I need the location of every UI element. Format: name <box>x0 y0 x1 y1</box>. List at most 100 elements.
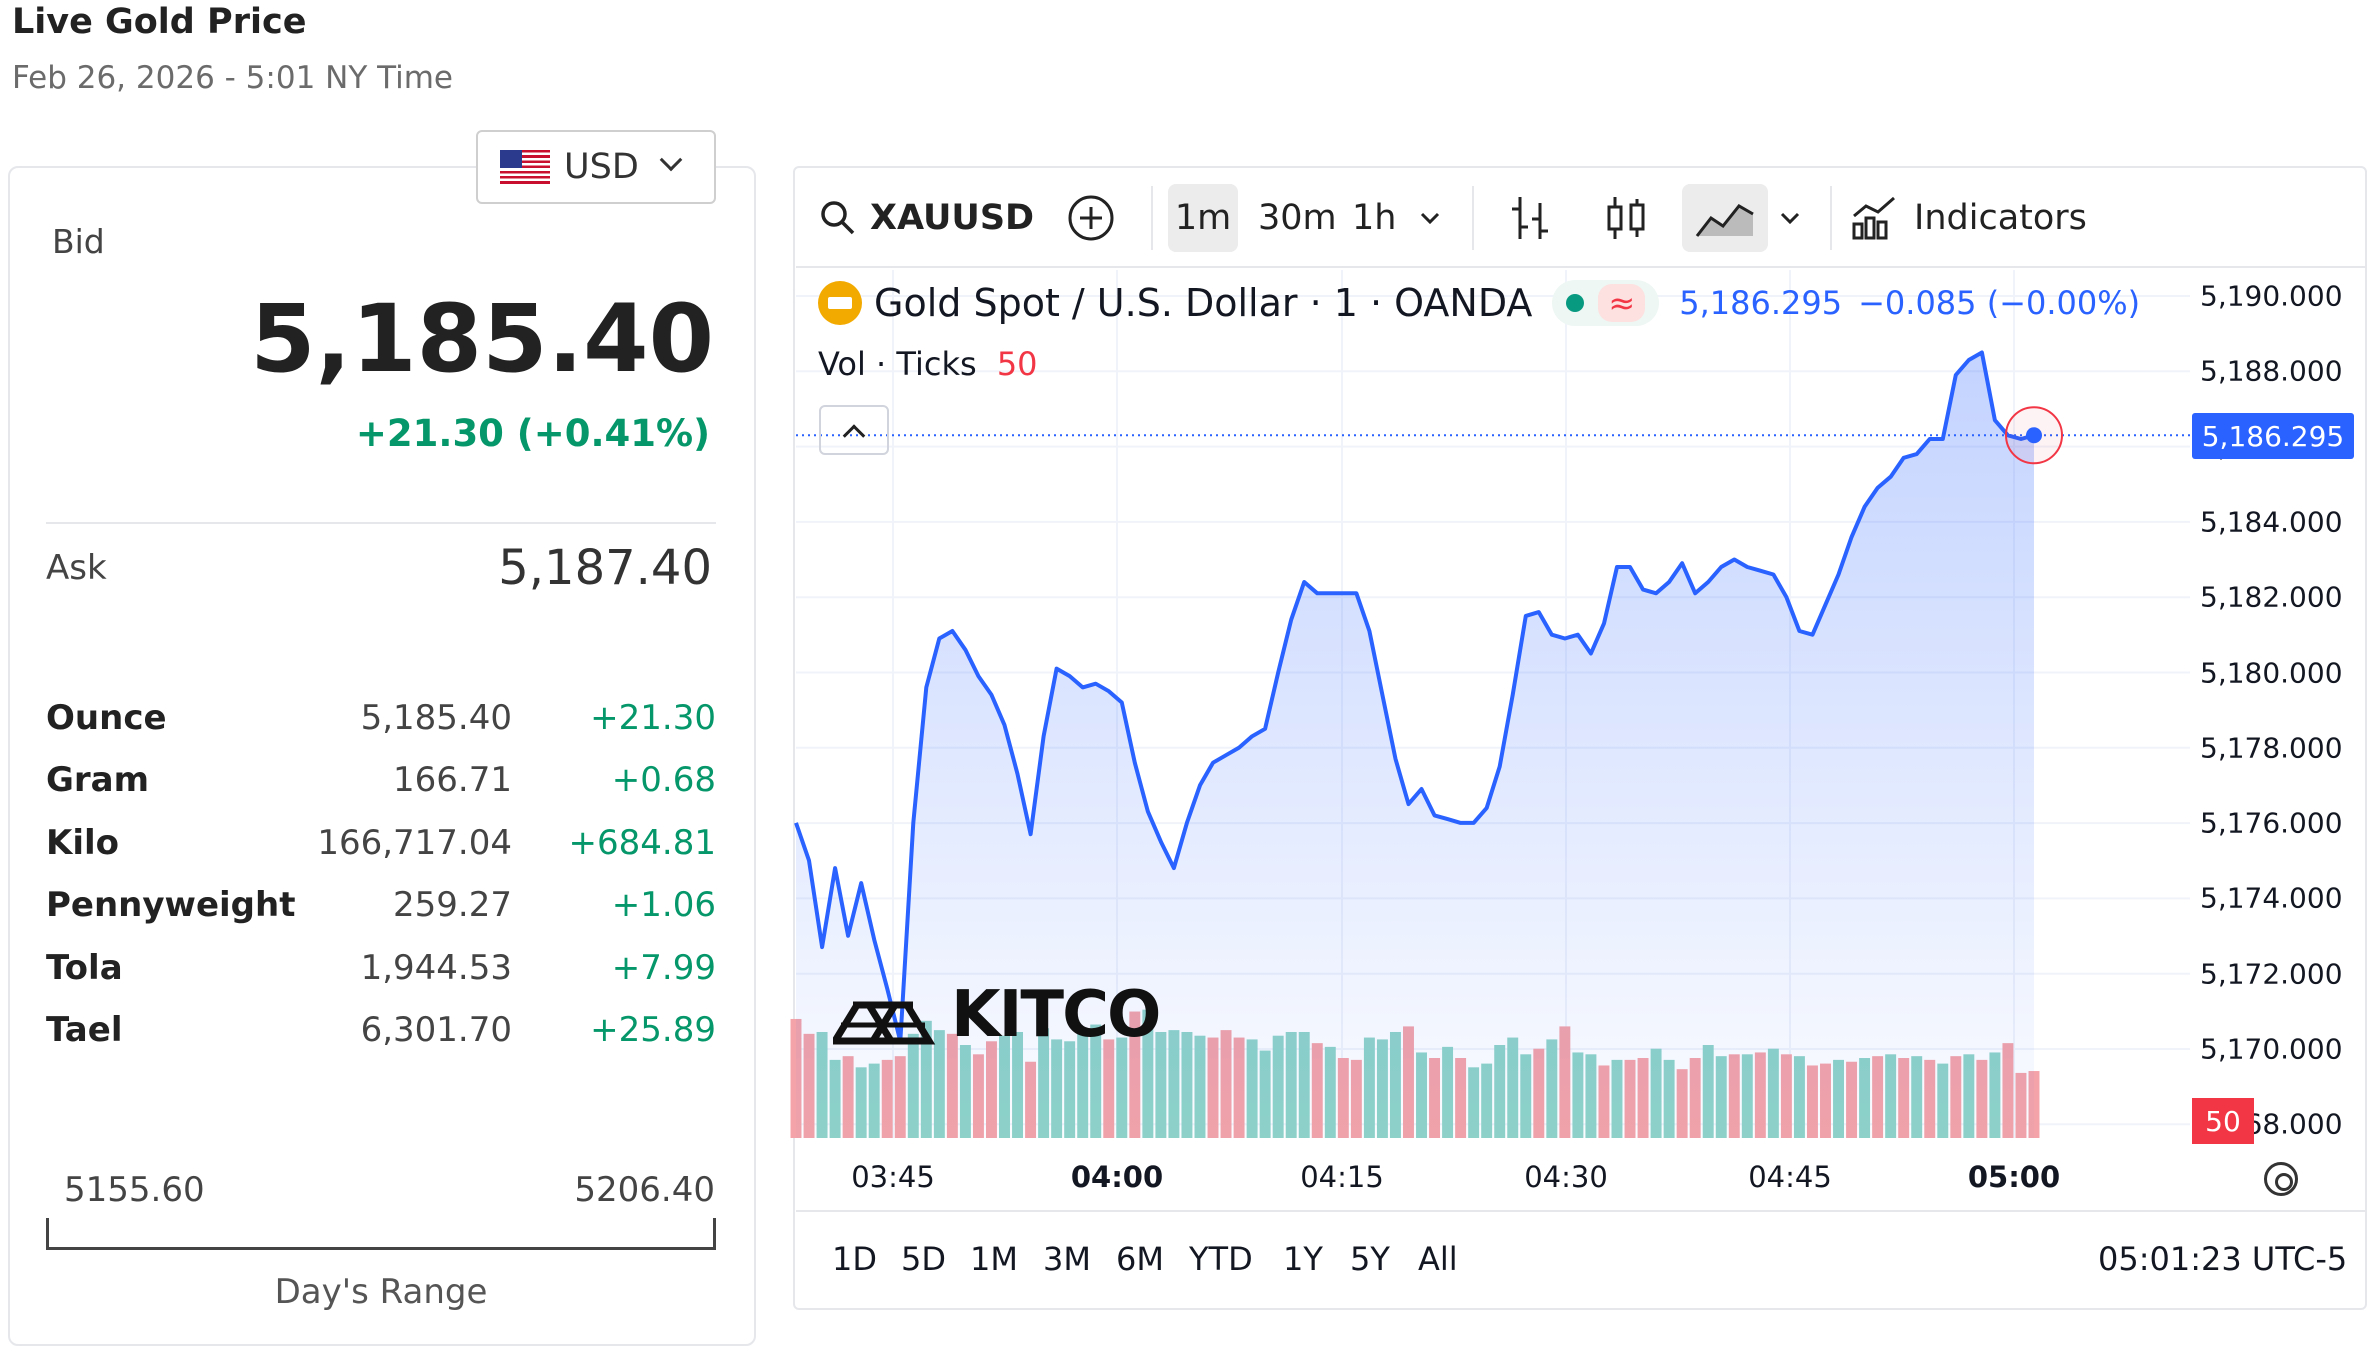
unit-row: Pennyweight 259.27 +1.06 <box>46 885 716 947</box>
us-flag-icon <box>500 150 550 184</box>
chart-clock: 05:01:23 UTC-5 <box>2098 1240 2348 1278</box>
symbol-label: XAUUSD <box>870 198 1035 238</box>
time-tick-label: 04:15 <box>1300 1160 1384 1194</box>
range-5d[interactable]: 5D <box>901 1240 946 1278</box>
volume-legend-value: 50 <box>996 345 1038 383</box>
unit-change: +684.81 <box>568 822 716 863</box>
last-price: 5,186.295 <box>1679 284 1843 322</box>
unit-row: Tola 1,944.53 +7.99 <box>46 948 716 1010</box>
price-area <box>794 350 2190 1138</box>
chart-style-dropdown[interactable] <box>1778 168 1802 268</box>
unit-name: Kilo <box>46 822 120 863</box>
unit-value: 1,944.53 <box>360 947 512 988</box>
price-tick-label: 5,178.000 <box>2200 731 2343 765</box>
range-1y[interactable]: 1Y <box>1283 1240 1323 1278</box>
chevron-down-icon <box>1780 212 1800 225</box>
unit-row: Ounce 5,185.40 +21.30 <box>46 698 716 760</box>
bid-label: Bid <box>52 222 105 261</box>
unit-change: +1.06 <box>611 885 716 926</box>
collapse-legend-button[interactable] <box>819 405 889 455</box>
range-all[interactable]: All <box>1418 1240 1458 1278</box>
ohlc-bars-icon <box>1512 197 1548 239</box>
candle-style-button[interactable] <box>1604 168 1648 268</box>
bar-style-button[interactable] <box>1508 168 1552 268</box>
indicators-icon <box>1852 196 1895 240</box>
interval-1m[interactable]: 1m <box>1168 184 1238 252</box>
unit-change: +25.89 <box>590 1009 716 1050</box>
chart-panel <box>793 166 2367 1310</box>
unit-name: Tola <box>46 947 123 988</box>
currency-select[interactable]: USD <box>476 130 716 204</box>
day-range-bar <box>46 1218 716 1250</box>
chevron-down-icon <box>1420 212 1440 225</box>
compare-button[interactable] <box>1066 168 1116 268</box>
chart-legend: Gold Spot / U.S. Dollar · 1 · OANDA ≈ 5,… <box>818 280 2140 326</box>
time-tick-label: 04:00 <box>1070 1160 1164 1194</box>
unit-change: +0.68 <box>611 760 716 801</box>
unit-value: 166.71 <box>393 760 512 801</box>
candlestick-icon <box>1607 197 1645 239</box>
kitco-watermark: KITCO <box>833 978 1161 1052</box>
range-3m[interactable]: 3M <box>1043 1240 1091 1278</box>
toolbar-separator <box>1151 186 1153 250</box>
instrument-name: Gold Spot / U.S. Dollar · 1 · OANDA <box>874 281 1533 325</box>
area-style-button[interactable] <box>1682 184 1768 252</box>
range-1d[interactable]: 1D <box>832 1240 877 1278</box>
price-tick-label: 5,180.000 <box>2200 656 2343 689</box>
ask-label: Ask <box>46 548 107 588</box>
settings-icon[interactable] <box>2264 1162 2298 1196</box>
plus-circle-icon <box>1068 195 1114 241</box>
time-tick-label: 03:45 <box>851 1160 935 1194</box>
unit-row: Gram 166.71 +0.68 <box>46 760 716 822</box>
range-ytd[interactable]: YTD <box>1189 1240 1253 1278</box>
time-tick-label: 04:45 <box>1748 1160 1832 1194</box>
price-tick-label: 5,174.000 <box>2200 881 2343 915</box>
timestamp: Feb 26, 2026 - 5:01 NY Time <box>12 60 453 96</box>
symbol-search[interactable]: XAUUSD <box>818 168 1034 268</box>
status-dot-icon <box>1566 294 1585 312</box>
unit-change: +21.30 <box>590 698 716 738</box>
area-fill <box>796 352 2034 1138</box>
price-tick-label: 5,170.000 <box>2200 1032 2343 1066</box>
page-title: Live Gold Price <box>12 2 307 42</box>
currency-value: USD <box>564 147 639 187</box>
interval-dropdown[interactable] <box>1418 168 1442 268</box>
unit-row: Kilo 166,717.04 +684.81 <box>46 823 716 885</box>
day-range-label: Day's Range <box>274 1272 488 1312</box>
range-bar <box>796 1210 2366 1308</box>
last-price-dot <box>2026 427 2042 444</box>
price-line <box>794 350 2035 1044</box>
price-tick-label: 5,190.000 <box>2200 279 2343 313</box>
search-icon <box>821 201 855 235</box>
range-6m[interactable]: 6M <box>1116 1240 1164 1278</box>
area-chart-icon <box>1695 204 1754 237</box>
unit-value: 5,185.40 <box>360 698 512 738</box>
range-5y[interactable]: 5Y <box>1350 1240 1390 1278</box>
price-change: −0.085 (−0.00%) <box>1858 284 2141 322</box>
unit-value: 259.27 <box>393 885 512 926</box>
day-range-low: 5155.60 <box>64 1170 205 1210</box>
toolbar-separator <box>1830 186 1832 250</box>
chart-toolbar: XAUUSD 1m 30m 1h Indicators <box>796 168 2366 268</box>
price-tick-label: 5,172.000 <box>2200 957 2343 991</box>
indicators-label: Indicators <box>1914 198 2087 238</box>
time-tick-label: 05:00 <box>1967 1160 2061 1194</box>
interval-30m[interactable]: 30m <box>1258 198 1337 238</box>
interval-1h[interactable]: 1h <box>1352 198 1397 238</box>
unit-change: +7.99 <box>611 947 716 988</box>
units-table: Ounce 5,185.40 +21.30 Gram 166.71 +0.68 Kilo… <box>46 698 716 1072</box>
indicators-button[interactable]: Indicators <box>1850 168 2087 268</box>
unit-name: Ounce <box>46 698 167 738</box>
kitco-logo-icon <box>833 1001 936 1045</box>
volume-tag: 50 <box>2192 1098 2254 1144</box>
divider <box>46 522 716 524</box>
price-tick-label: 5,184.000 <box>2200 505 2343 539</box>
unit-name: Pennyweight <box>46 885 296 926</box>
current-price-tag: 5,186.295 <box>2192 413 2354 459</box>
price-tick-label: 5,182.000 <box>2200 580 2343 614</box>
market-status[interactable]: ≈ <box>1552 280 1660 326</box>
range-1m[interactable]: 1M <box>970 1240 1018 1278</box>
ask-price: 5,187.40 <box>498 540 712 596</box>
chevron-up-icon <box>842 424 866 447</box>
